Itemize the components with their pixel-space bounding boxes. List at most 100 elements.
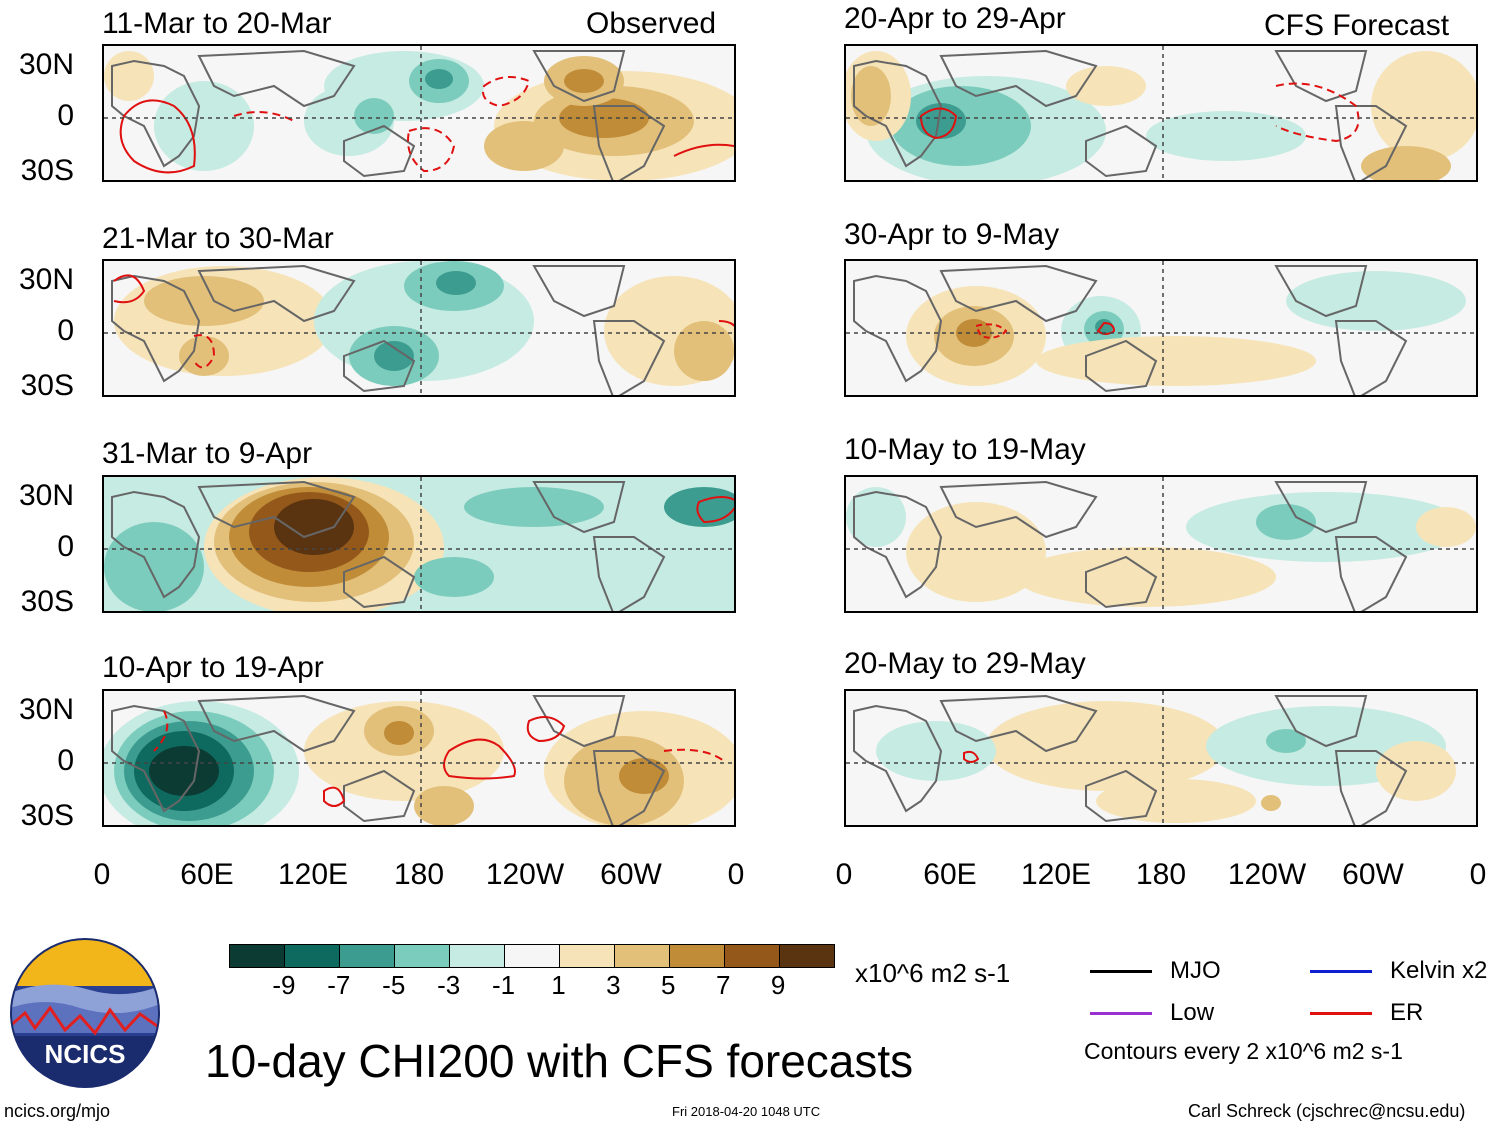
er-contours — [919, 82, 1360, 143]
colorbar-tick-label: -5 — [382, 970, 406, 1000]
anomaly-shading — [906, 271, 1466, 386]
colorbar-swatch — [339, 945, 394, 967]
contour-note: Contours every 2 x10^6 m2 s-1 — [1084, 1038, 1403, 1064]
colorbar-swatch — [724, 945, 779, 967]
colorbar-swatch — [449, 945, 504, 967]
lon-label: 0 — [93, 858, 111, 891]
colorbar-swatch — [559, 945, 614, 967]
lat-label: 30S — [20, 799, 74, 832]
anomaly-shading — [104, 701, 734, 825]
anomaly-shading — [846, 51, 1476, 180]
lat-label: 0 — [57, 99, 74, 132]
lat-label: 0 — [57, 530, 74, 563]
lat-label: 30N — [18, 693, 74, 726]
footer-timestamp: Fri 2018-04-20 1048 UTC — [672, 1104, 821, 1119]
colorbar-swatch — [230, 945, 284, 967]
anomaly-shading — [104, 51, 734, 180]
legend-mjo: MJO — [1170, 957, 1221, 984]
colorbar — [229, 944, 835, 968]
main-title: 10-day CHI200 with CFS forecasts — [205, 1035, 914, 1087]
panel-title: 21-Mar to 30-Mar — [102, 222, 334, 255]
anomaly-shading — [876, 701, 1456, 823]
colorbar-swatch — [394, 945, 449, 967]
kelvin-line — [1310, 970, 1372, 973]
lon-label: 120E — [1020, 858, 1092, 891]
lat-label: 30N — [18, 48, 74, 81]
colorbar-tick-label: 7 — [715, 970, 731, 1000]
panel-tag: CFS Forecast — [1264, 9, 1450, 42]
colorbar-tick-label: 5 — [661, 970, 676, 1000]
footer-author: Carl Schreck (cjschrec@ncsu.edu) — [1188, 1101, 1466, 1121]
colorbar-tick-label: -7 — [327, 970, 351, 1000]
colorbar-tick-label: 9 — [770, 970, 786, 1000]
lon-label: 120W — [1227, 858, 1307, 891]
colorbar-swatch — [614, 945, 669, 967]
ncics-logo: NCICS — [10, 938, 160, 1088]
colorbar-tick-label: 1 — [551, 970, 566, 1000]
panel-title: 31-Mar to 9-Apr — [102, 437, 313, 470]
panel-title: 10-Apr to 19-Apr — [102, 651, 324, 684]
land-outlines — [111, 264, 666, 395]
map-panel-8 — [844, 689, 1478, 827]
lat-label: 30N — [18, 479, 74, 512]
colorbar-tick-label: -3 — [437, 970, 461, 1000]
footer-url: ncics.org/mjo — [4, 1101, 111, 1121]
colorbar-tick-label: 3 — [606, 970, 621, 1000]
land-outlines — [853, 694, 1408, 825]
lat-label: 0 — [57, 744, 74, 777]
lat-label: 30N — [18, 263, 74, 296]
map-panel-3 — [102, 475, 736, 613]
mjo-line — [1090, 970, 1152, 973]
lon-label: 60E — [923, 858, 977, 891]
panel-title: 11-Mar to 20-Mar — [102, 7, 332, 40]
er-contours — [119, 76, 734, 174]
land-outlines — [853, 264, 1408, 395]
er-contours — [963, 750, 980, 763]
lon-label: 60W — [600, 858, 662, 891]
lon-label: 0 — [1469, 858, 1487, 891]
map-panel-6 — [844, 259, 1478, 397]
map-panel-1 — [102, 44, 736, 182]
colorbar-swatch — [779, 945, 834, 967]
legend-low: Low — [1170, 999, 1215, 1026]
er-contours — [974, 321, 1116, 339]
colorbar-tick-label: -9 — [272, 970, 296, 1000]
colorbar-tick-label: -1 — [491, 970, 516, 1000]
lat-label: 30S — [20, 154, 74, 187]
anomaly-shading — [846, 487, 1476, 607]
lon-label: 60E — [180, 858, 234, 891]
er-contours — [153, 710, 725, 807]
er-contours — [696, 496, 734, 524]
lon-label: 120E — [277, 858, 349, 891]
map-panel-5 — [844, 44, 1478, 182]
panel-title: 20-May to 29-May — [844, 647, 1086, 680]
map-panel-7 — [844, 475, 1478, 613]
logo-text: NCICS — [45, 1039, 126, 1069]
panel-title: 30-Apr to 9-May — [844, 218, 1060, 251]
legend-er: ER — [1390, 999, 1424, 1026]
colorbar-swatch — [504, 945, 559, 967]
lat-label: 0 — [57, 314, 74, 347]
map-panel-4 — [102, 689, 736, 827]
lon-label: 180 — [1135, 858, 1187, 891]
colorbar-swatch — [669, 945, 724, 967]
colorbar-swatch — [284, 945, 339, 967]
lon-label: 0 — [835, 858, 853, 891]
lon-label: 0 — [727, 858, 745, 891]
lon-label: 180 — [393, 858, 445, 891]
anomaly-shading — [104, 477, 734, 611]
land-outlines — [111, 694, 666, 825]
colorbar-units: x10^6 m2 s-1 — [855, 958, 1011, 988]
legend-kelvin: Kelvin x2 — [1390, 957, 1488, 984]
lon-label: 120W — [485, 858, 565, 891]
land-outlines — [853, 49, 1408, 180]
land-outlines — [111, 480, 666, 611]
map-panel-2 — [102, 259, 736, 397]
er-line — [1310, 1012, 1372, 1015]
lon-label: 60W — [1342, 858, 1404, 891]
panel-title: 20-Apr to 29-Apr — [844, 2, 1066, 35]
lat-label: 30S — [20, 369, 74, 402]
panel-title: 10-May to 19-May — [844, 433, 1086, 466]
land-outlines — [853, 480, 1408, 611]
lat-label: 30S — [20, 585, 74, 618]
